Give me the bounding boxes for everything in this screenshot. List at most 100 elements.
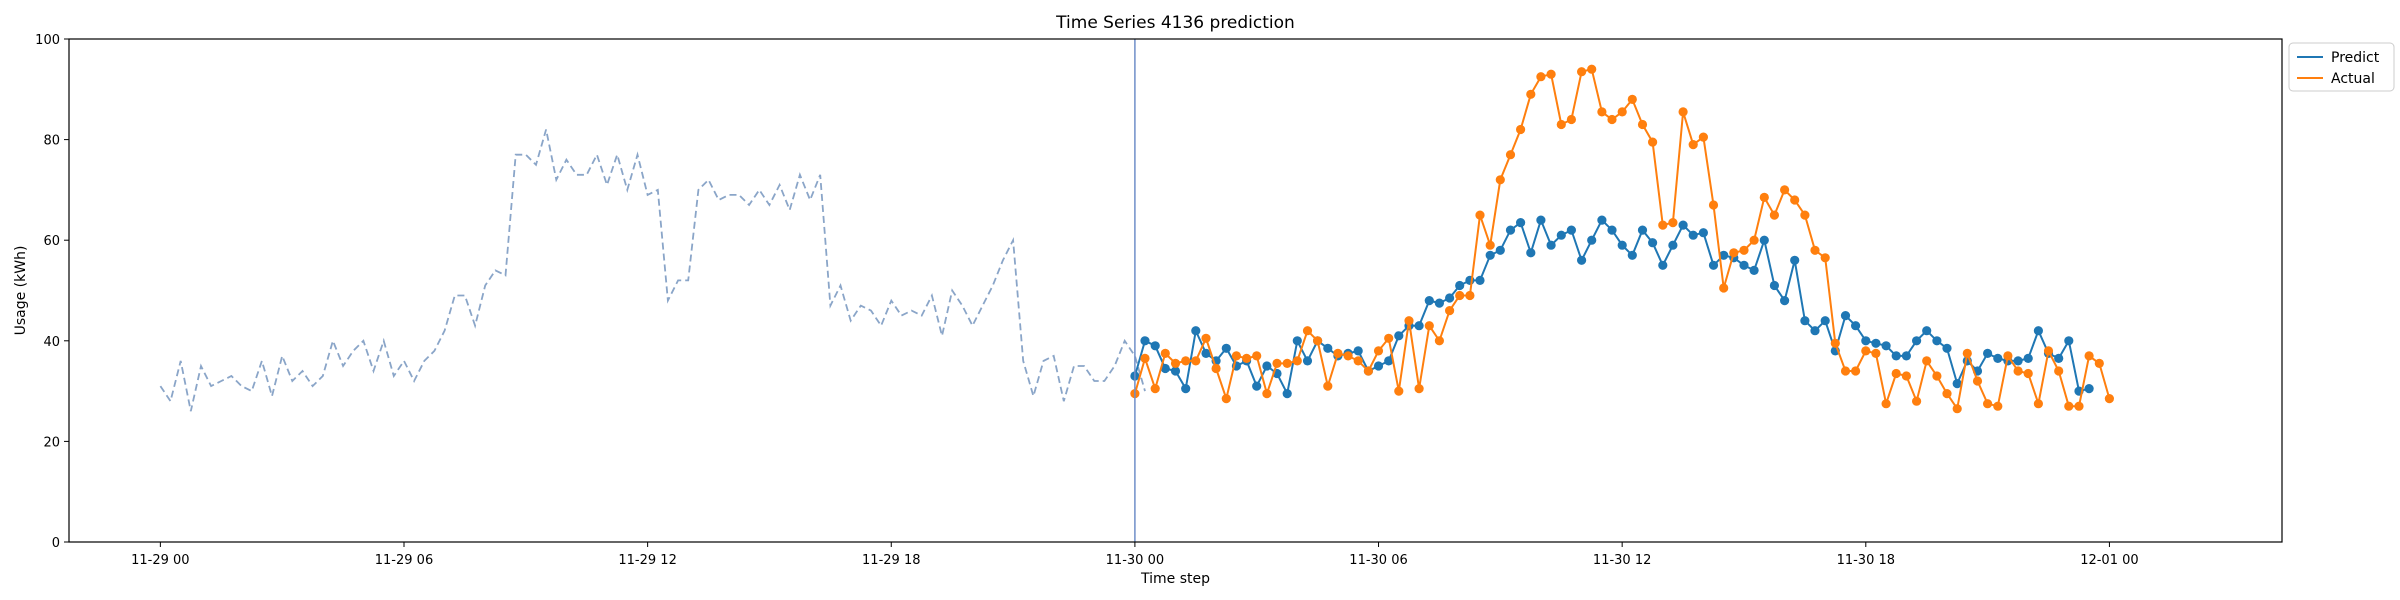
data-point	[1780, 185, 1790, 195]
data-point	[1769, 210, 1779, 220]
data-point	[1475, 210, 1485, 220]
data-point	[1221, 394, 1231, 404]
data-point	[1912, 396, 1922, 406]
data-point	[1465, 290, 1475, 301]
data-point	[1191, 326, 1201, 336]
series-predict	[1130, 215, 2094, 399]
data-point	[1414, 384, 1424, 394]
x-axis-label: Time step	[1140, 571, 1210, 587]
y-tick-label: 20	[43, 435, 60, 450]
data-point	[1302, 326, 1313, 336]
data-point	[2033, 326, 2043, 336]
data-point	[1526, 89, 1536, 99]
data-point	[1942, 389, 1952, 399]
data-point	[1495, 175, 1505, 185]
data-point	[1201, 333, 1211, 343]
data-point	[1668, 240, 1678, 250]
data-point	[1577, 255, 1587, 265]
data-point	[1983, 399, 1993, 409]
data-point	[1800, 210, 1810, 220]
x-tick-label: 11-30 00	[1106, 553, 1164, 568]
data-point	[1140, 336, 1150, 346]
plot-frame	[68, 38, 2283, 543]
data-point	[1678, 107, 1688, 117]
y-axis-label: Usage (kWh)	[13, 246, 29, 336]
data-point	[2084, 384, 2094, 394]
data-point	[1881, 341, 1891, 351]
data-point	[1150, 341, 1160, 351]
data-point	[1414, 321, 1424, 331]
data-point	[1373, 361, 1384, 371]
data-point	[2084, 351, 2094, 361]
data-point	[1262, 361, 1272, 371]
data-point	[1546, 240, 1556, 250]
data-point	[1627, 250, 1637, 260]
data-point	[1505, 225, 1516, 235]
data-point	[1851, 321, 1861, 331]
data-point	[1840, 366, 1851, 376]
data-point	[1445, 293, 1455, 303]
data-point	[1688, 140, 1698, 150]
data-point	[1485, 250, 1495, 260]
data-point	[1780, 296, 1790, 306]
data-point	[1851, 366, 1861, 376]
data-point	[1708, 260, 1719, 270]
data-point	[1272, 358, 1282, 368]
y-tick-label: 0	[52, 536, 60, 551]
data-point	[1922, 356, 1932, 366]
data-point	[1658, 260, 1668, 270]
series-line	[1133, 67, 2111, 412]
data-point	[1820, 253, 1830, 263]
history-series	[159, 129, 1146, 412]
data-point	[1150, 384, 1160, 394]
x-tick-label: 11-29 06	[375, 553, 433, 568]
data-point	[1698, 228, 1708, 238]
data-point	[1566, 114, 1576, 125]
data-point	[1181, 356, 1191, 366]
data-point	[1566, 225, 1576, 235]
data-point	[1891, 351, 1901, 361]
data-point	[1252, 381, 1262, 391]
data-point	[1800, 316, 1810, 326]
data-point	[1434, 336, 1444, 346]
data-point	[1353, 356, 1363, 366]
data-point	[1252, 351, 1262, 361]
data-point	[1708, 200, 1719, 210]
data-point	[1820, 316, 1830, 326]
x-tick-label: 11-30 06	[1349, 553, 1407, 568]
x-axis: 11-29 00 11-29 06 11-29 12 11-29 18 11-30 00…	[131, 542, 2139, 568]
data-point	[1922, 326, 1932, 336]
data-point	[1587, 64, 1597, 74]
data-point	[1891, 368, 1901, 379]
data-point	[1993, 353, 2003, 363]
data-point	[1140, 353, 1150, 363]
data-point	[1424, 321, 1434, 331]
data-point	[1993, 401, 2003, 411]
data-point	[2013, 356, 2023, 366]
data-point	[1790, 255, 1800, 265]
data-point	[1749, 265, 1759, 275]
data-point	[1546, 69, 1556, 79]
y-tick-label: 60	[43, 234, 60, 249]
data-point	[1749, 235, 1759, 245]
data-point	[1424, 296, 1434, 306]
data-point	[1170, 358, 1181, 368]
data-point	[2104, 394, 2114, 404]
y-tick-label: 80	[43, 134, 60, 149]
data-point	[1688, 230, 1698, 240]
x-tick-label: 11-29 18	[862, 553, 920, 568]
data-point	[1323, 381, 1333, 391]
data-point	[1719, 283, 1729, 293]
data-point	[1434, 298, 1444, 308]
data-point	[1363, 366, 1373, 376]
data-point	[1962, 348, 1972, 358]
data-point	[1861, 346, 1871, 356]
data-point	[1932, 336, 1942, 346]
data-point	[2013, 366, 2023, 376]
data-point	[2064, 401, 2074, 411]
y-tick-label: 100	[35, 33, 60, 48]
data-point	[1739, 245, 1749, 255]
data-point	[1840, 311, 1851, 321]
legend: Predict Actual	[2288, 42, 2395, 92]
series-actual	[1130, 64, 2114, 414]
